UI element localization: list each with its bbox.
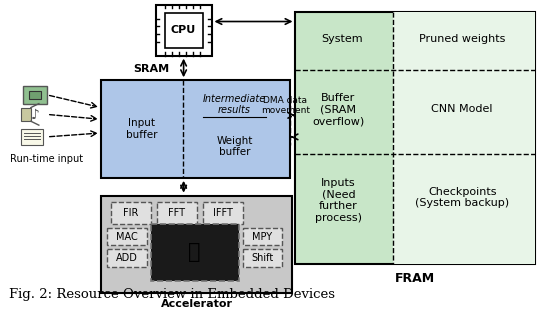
Text: FRAM: FRAM [395,272,435,285]
Text: Inputs
(Need
further
process): Inputs (Need further process) [315,178,362,223]
Bar [23,86,47,104]
Bar [21,108,31,121]
Text: ♪: ♪ [30,108,39,122]
Bar [165,13,202,48]
Text: FFT: FFT [168,208,185,218]
Bar [202,202,243,224]
Text: Shift: Shift [251,253,274,263]
Bar [29,91,41,99]
Bar [393,12,535,264]
Bar [156,5,212,56]
Text: Pruned weights: Pruned weights [419,34,505,44]
Text: Weight
buffer: Weight buffer [217,136,253,157]
Text: ADD: ADD [116,253,138,263]
Text: Input
buffer: Input buffer [126,118,157,140]
Bar [101,80,290,178]
Bar [295,12,535,264]
Bar [243,228,282,246]
Text: CPU: CPU [171,25,196,35]
Bar [107,228,147,246]
Bar [101,196,293,293]
Text: Intermediate
results: Intermediate results [203,94,266,115]
Bar [21,129,43,145]
Bar [243,249,282,267]
Text: 🚀: 🚀 [188,242,201,262]
Text: IFFT: IFFT [213,208,232,218]
Bar [151,224,238,281]
Bar [111,202,151,224]
Text: Run-time input: Run-time input [10,154,83,165]
Text: DMA data
movement: DMA data movement [261,96,310,115]
Text: Buffer
(SRAM
overflow): Buffer (SRAM overflow) [312,93,364,126]
Text: MAC: MAC [116,232,138,241]
Text: CNN Model: CNN Model [431,104,493,114]
Text: Accelerator: Accelerator [160,299,233,309]
Bar [157,202,196,224]
Text: FIR: FIR [123,208,138,218]
Text: MPY: MPY [252,232,273,241]
Text: System: System [322,34,363,44]
Text: Checkpoints
(System backup): Checkpoints (System backup) [415,187,509,208]
Text: Fig. 2: Resource Overview in Embedded Devices: Fig. 2: Resource Overview in Embedded De… [9,288,335,301]
Bar [107,249,147,267]
Text: SRAM: SRAM [134,64,170,74]
